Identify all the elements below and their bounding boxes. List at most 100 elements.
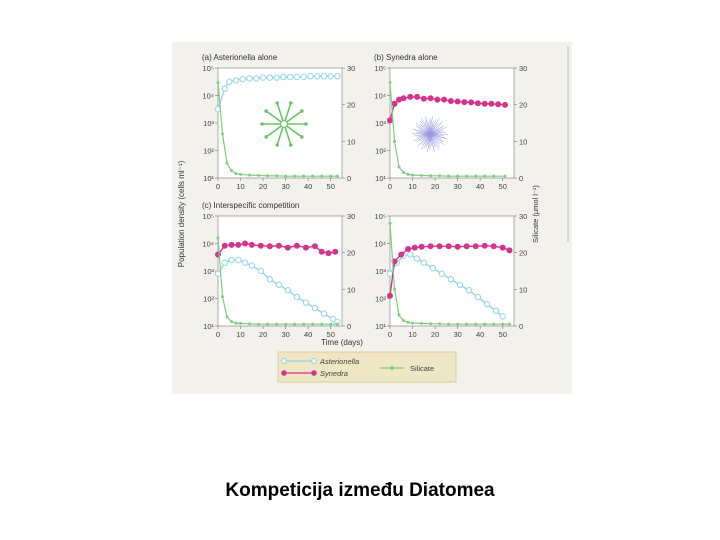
data-point-synedra xyxy=(248,241,255,248)
y-right-tick-label: 20 xyxy=(519,101,527,110)
data-point-silicate xyxy=(302,322,306,326)
panels-layer: (a) Asterionella alone 0 10 20 30 40 50 10¹ 10² 1… xyxy=(202,53,527,339)
series-line-asterionella xyxy=(217,259,338,323)
data-point-synedra xyxy=(242,240,249,247)
data-point-synedra xyxy=(434,96,441,103)
legend-synedra-marker xyxy=(281,370,287,376)
data-point-synedra xyxy=(427,243,434,250)
data-point-silicate xyxy=(456,174,460,178)
data-point-asterionella xyxy=(413,255,421,262)
data-point-synedra xyxy=(427,95,434,102)
y-right-tick-label: 10 xyxy=(519,137,527,146)
legend-synedra-label: Synedra xyxy=(320,369,348,378)
data-point-silicate xyxy=(456,322,460,326)
data-point-silicate xyxy=(335,174,339,178)
y-left-tick-label: 10³ xyxy=(375,267,386,276)
panel-1: (b) Synedra alone 0 10 20 30 40 50 10¹ 10² 10³ 10⁴… xyxy=(374,53,527,191)
plot-area xyxy=(217,67,343,179)
data-point-silicate xyxy=(230,320,234,324)
data-point-silicate xyxy=(402,319,406,322)
data-point-silicate xyxy=(320,174,324,178)
data-point-silicate xyxy=(216,236,220,240)
data-point-silicate xyxy=(320,322,324,326)
legend-silicate-label: Silicate xyxy=(410,364,434,373)
data-point-synedra xyxy=(235,241,242,248)
y-left-tick-label: 10² xyxy=(375,147,386,156)
data-point-asterionella xyxy=(492,307,500,315)
data-point-synedra xyxy=(481,100,488,107)
x-tick-label: 30 xyxy=(281,330,289,339)
data-point-synedra xyxy=(228,241,235,248)
y-right-tick-label: 0 xyxy=(347,174,351,183)
data-point-asterionella xyxy=(329,315,337,323)
data-point-silicate xyxy=(483,174,487,178)
data-point-synedra xyxy=(302,244,309,251)
data-point-synedra xyxy=(257,242,264,249)
data-point-asterionella xyxy=(483,300,491,308)
y-left-tick-label: 10³ xyxy=(203,119,214,128)
data-point-asterionella xyxy=(311,304,319,312)
data-point-silicate xyxy=(239,172,243,176)
data-point-synedra xyxy=(387,292,393,299)
data-point-synedra xyxy=(420,95,427,102)
legend-asterionella-marker xyxy=(280,357,288,365)
data-point-silicate xyxy=(335,322,339,326)
data-point-asterionella xyxy=(456,281,464,288)
data-point-synedra xyxy=(318,248,325,255)
data-point-synedra xyxy=(445,243,452,250)
data-point-asterionella xyxy=(226,78,233,85)
data-point-silicate xyxy=(406,320,410,324)
data-point-silicate xyxy=(429,322,433,326)
data-point-silicate xyxy=(293,322,297,326)
series-line-synedra xyxy=(389,244,510,296)
y-right-tick-label: 10 xyxy=(347,285,355,294)
x-tick-label: 20 xyxy=(259,330,267,339)
data-point-asterionella xyxy=(235,256,242,264)
y-left-tick-label: 10⁵ xyxy=(203,212,214,221)
x-tick-label: 50 xyxy=(499,182,507,191)
data-point-asterionella xyxy=(228,256,235,264)
data-point-synedra xyxy=(411,244,418,251)
data-point-asterionella xyxy=(499,313,506,320)
data-point-asterionella xyxy=(257,267,265,275)
slide-caption: Kompeticija između Diatomea xyxy=(225,480,495,501)
y-left-tick-label: 10⁴ xyxy=(202,240,214,249)
data-point-synedra xyxy=(472,243,479,250)
x-tick-label: 30 xyxy=(453,182,461,191)
data-point-silicate xyxy=(429,174,433,178)
data-point-silicate xyxy=(503,174,507,178)
data-point-silicate xyxy=(302,174,306,178)
data-point-silicate xyxy=(411,173,415,177)
data-point-asterionella xyxy=(280,73,287,81)
data-point-asterionella xyxy=(447,276,455,283)
data-point-silicate xyxy=(221,295,225,299)
data-point-silicate xyxy=(465,322,469,326)
data-point-synedra xyxy=(221,242,228,249)
x-tick-label: 50 xyxy=(327,330,335,339)
x-tick-label: 0 xyxy=(388,330,392,339)
data-point-asterionella xyxy=(221,85,228,92)
data-point-asterionella xyxy=(420,259,428,266)
x-tick-label: 30 xyxy=(281,182,289,191)
data-point-asterionella xyxy=(241,259,249,266)
data-point-synedra xyxy=(454,98,461,105)
y-left-tick-label: 10³ xyxy=(375,119,386,128)
data-point-synedra xyxy=(284,244,291,251)
data-point-synedra xyxy=(436,243,443,250)
x-tick-label: 20 xyxy=(431,330,439,339)
data-point-silicate xyxy=(284,322,288,326)
data-point-synedra xyxy=(463,243,470,250)
data-point-asterionella xyxy=(248,262,256,269)
data-point-asterionella xyxy=(214,270,222,277)
x-tick-label: 40 xyxy=(476,182,484,191)
data-point-asterionella xyxy=(232,77,240,84)
y-right-tick-label: 30 xyxy=(519,64,527,73)
data-point-silicate xyxy=(225,161,229,165)
x-tick-label: 0 xyxy=(388,182,392,191)
data-point-synedra xyxy=(332,248,339,255)
panel-label: (a) Asterionella alone xyxy=(202,53,278,62)
data-point-asterionella xyxy=(429,265,437,272)
data-point-asterionella xyxy=(438,270,446,277)
ylabel-left: Population density (cells ml⁻¹) xyxy=(177,160,186,267)
y-left-tick-label: 10⁵ xyxy=(375,64,386,73)
